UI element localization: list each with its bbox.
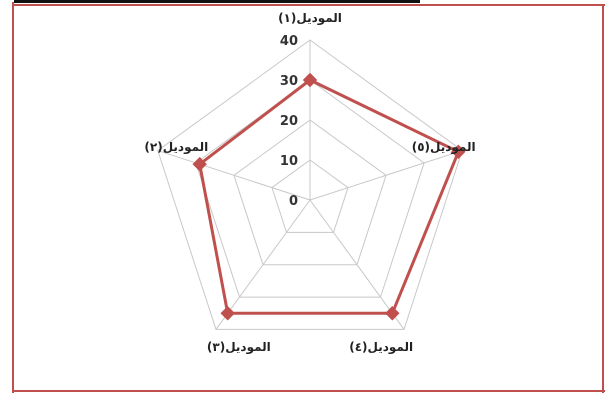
grid-ring-10 [271,159,349,233]
tick-label: 30 [280,74,298,89]
category-label: الموديل(٥) [412,140,476,155]
grid-ring-40 [157,39,463,330]
category-label: الموديل(٢) [144,140,208,155]
tick-label: 40 [280,34,298,49]
category-label: الموديل(٣) [207,340,271,355]
grid-spoke-2 [309,150,463,201]
data-point-marker [220,306,235,321]
tick-label: 10 [280,154,298,169]
grid-spoke-5 [157,150,311,201]
category-label: الموديل(١) [278,11,342,26]
tick-label: 20 [280,114,298,129]
grid-ring-20 [233,119,387,266]
radar-chart: 0 10 20 30 40 الموديل(١) الموديل(٥) الموديل(٤) ا… [144,11,475,355]
data-point-marker [302,72,318,88]
series-line [198,78,460,315]
grid-ring-30 [195,79,425,298]
data-point-marker [451,144,466,160]
category-label: الموديل(٤) [349,340,413,355]
data-point-marker [385,306,400,321]
data-point-marker [192,156,207,172]
grid-spoke-4 [215,199,311,330]
tick-label: 0 [289,194,298,209]
grid-spoke-3 [309,199,405,330]
